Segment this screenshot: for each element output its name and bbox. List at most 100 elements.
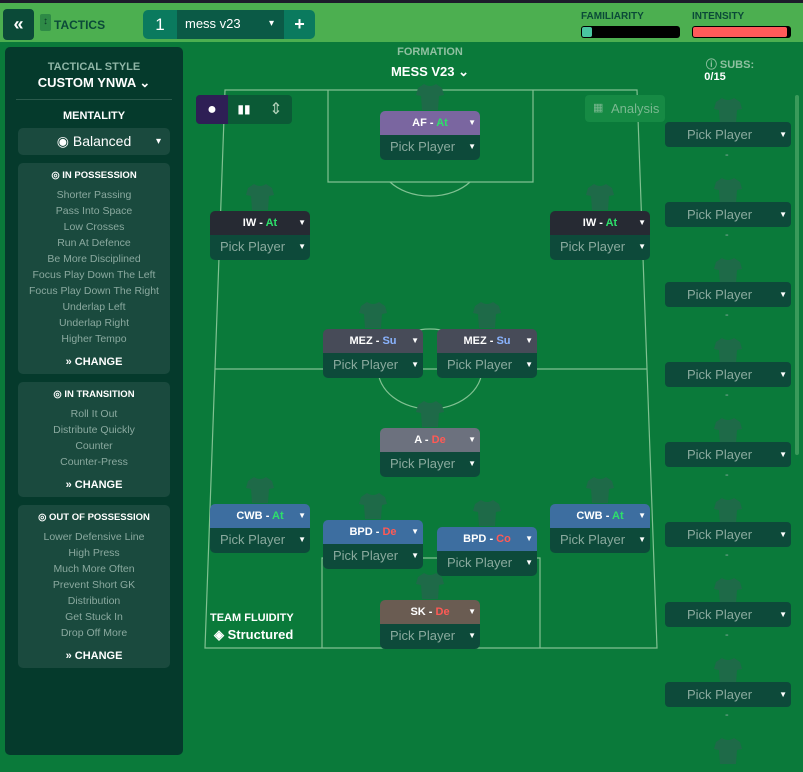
pick-player-select[interactable]: Pick Player ▼ xyxy=(380,135,480,160)
caret-down-icon: ▼ xyxy=(525,534,533,543)
pick-player-select[interactable]: Pick Player ▼ xyxy=(437,353,537,378)
position-card: BPD - Co ▼ Pick Player ▼ xyxy=(437,527,537,576)
instruction-item: Drop Off More xyxy=(60,627,128,639)
position-card: SK - De ▼ Pick Player ▼ xyxy=(380,600,480,649)
mentality-select[interactable]: ◉ Balanced ▾ xyxy=(18,128,170,155)
role-select[interactable]: BPD - Co ▼ xyxy=(437,527,537,551)
role-select[interactable]: BPD - De ▼ xyxy=(323,520,423,544)
intensity-bar[interactable] xyxy=(692,26,791,38)
pick-player-select[interactable]: Pick Player ▼ xyxy=(380,452,480,477)
shirt-icon xyxy=(357,490,389,522)
role-select[interactable]: SK - De ▼ xyxy=(380,600,480,624)
caret-down-icon: ▼ xyxy=(779,530,787,539)
sub-player-name: - xyxy=(725,549,729,561)
sub-pick-player-select[interactable]: Pick Player ▼ xyxy=(665,202,791,227)
instruction-item: Lower Defensive Line xyxy=(43,531,145,543)
role-select[interactable]: CWB - At ▼ xyxy=(210,504,310,528)
change-button[interactable]: » CHANGE xyxy=(65,356,123,368)
caret-down-icon: ▼ xyxy=(411,360,419,369)
pick-player-select[interactable]: Pick Player ▼ xyxy=(437,551,537,576)
analysis-button[interactable]: ▦ Analysis xyxy=(585,95,665,122)
change-button[interactable]: » CHANGE xyxy=(65,650,123,662)
analysis-label: Analysis xyxy=(611,101,660,116)
grid-icon: ▦ xyxy=(593,102,604,114)
info-icon: ⓘ xyxy=(705,59,717,71)
section-title: ◎ IN POSSESSION xyxy=(51,170,137,181)
tactic-board-icon[interactable]: ⇕ xyxy=(269,101,283,118)
sub-pick-player-select[interactable]: Pick Player ▼ xyxy=(665,122,791,147)
position-card: CWB - At ▼ Pick Player ▼ xyxy=(550,504,650,553)
tactic-select[interactable]: mess v23 ▾ xyxy=(177,10,284,39)
pick-player-select[interactable]: Pick Player ▼ xyxy=(323,544,423,569)
role-select[interactable]: IW - At ▼ xyxy=(210,211,310,235)
sub-player-name: - xyxy=(725,629,729,641)
formation-label: FORMATION xyxy=(397,46,463,58)
section-in-transition: ◎ IN TRANSITION Roll It Out Distribute Qui… xyxy=(18,382,170,497)
role-select[interactable]: A - De ▼ xyxy=(380,428,480,452)
chevron-down-icon: ▾ xyxy=(268,18,274,29)
caret-down-icon: ▼ xyxy=(638,242,646,251)
section-in-possession: ◎ IN POSSESSION Shorter Passing Pass Into … xyxy=(18,163,170,374)
tactic-name: mess v23 xyxy=(185,16,241,31)
tactical-style-label: TACTICAL STYLE xyxy=(47,61,141,73)
pick-player-select[interactable]: Pick Player ▼ xyxy=(380,624,480,649)
player-view-icon[interactable]: ● xyxy=(196,95,228,124)
mentality-label: MENTALITY xyxy=(62,110,126,122)
caret-down-icon: ▼ xyxy=(468,435,476,444)
add-tactic-button[interactable]: + xyxy=(294,14,305,34)
sub-pick-player-select[interactable]: Pick Player ▼ xyxy=(665,522,791,547)
instruction-item: Pass Into Space xyxy=(55,205,133,217)
pick-player-select[interactable]: Pick Player ▼ xyxy=(210,235,310,260)
sub-pick-player-select[interactable]: Pick Player ▼ xyxy=(665,682,791,707)
sub-pick-player-select[interactable]: Pick Player ▼ xyxy=(665,602,791,627)
shirt-icon xyxy=(712,335,744,367)
tactics-label: TACTICS xyxy=(54,18,106,32)
collapse-button[interactable]: « xyxy=(3,9,34,40)
caret-down-icon: ▼ xyxy=(638,511,646,520)
instruction-item: Underlap Left xyxy=(62,301,126,313)
sub-player-name: - xyxy=(725,309,729,321)
chevron-down-icon: ⌄ xyxy=(458,64,470,79)
formation-select[interactable]: MESS V23 ⌄ xyxy=(370,64,490,80)
instruction-item: Underlap Right xyxy=(58,317,130,329)
instruction-item: Counter xyxy=(75,440,113,452)
shirt-icon xyxy=(712,255,744,287)
sub-pick-player-select[interactable]: Pick Player ▼ xyxy=(665,362,791,387)
caret-down-icon: ▼ xyxy=(779,690,787,699)
caret-down-icon: ▼ xyxy=(638,535,646,544)
sub-pick-player-select[interactable]: Pick Player ▼ xyxy=(665,442,791,467)
change-button[interactable]: » CHANGE xyxy=(65,479,123,491)
sub-pick-player-select[interactable]: Pick Player ▼ xyxy=(665,282,791,307)
pick-player-select[interactable]: Pick Player ▼ xyxy=(550,528,650,553)
position-card: A - De ▼ Pick Player ▼ xyxy=(380,428,480,477)
sub-player-name: - xyxy=(725,469,729,481)
caret-down-icon: ▼ xyxy=(411,551,419,560)
role-select[interactable]: MEZ - Su ▼ xyxy=(323,329,423,353)
double-chevron-right-icon: » xyxy=(65,356,72,368)
tactic-slot-number[interactable]: 1 xyxy=(155,15,165,34)
familiarity-bar[interactable] xyxy=(581,26,680,38)
bar-chart-icon[interactable]: ▮▮ xyxy=(237,102,251,116)
role-select[interactable]: CWB - At ▼ xyxy=(550,504,650,528)
shirt-icon xyxy=(712,95,744,127)
pick-player-select[interactable]: Pick Player ▼ xyxy=(323,353,423,378)
ball-icon: ◎ xyxy=(38,512,47,523)
role-select[interactable]: MEZ - Su ▼ xyxy=(437,329,537,353)
pick-player-select[interactable]: Pick Player ▼ xyxy=(550,235,650,260)
instruction-item: Distribute Quickly xyxy=(53,424,135,436)
pick-player-select[interactable]: Pick Player ▼ xyxy=(210,528,310,553)
tactical-style-value: CUSTOM YNWA xyxy=(37,75,136,90)
caret-down-icon: ▼ xyxy=(525,360,533,369)
shirt-icon xyxy=(712,175,744,207)
caret-down-icon: ▼ xyxy=(468,142,476,151)
tactical-style-select[interactable]: CUSTOM YNWA ⌄ xyxy=(5,75,183,91)
role-select[interactable]: AF - At ▼ xyxy=(380,111,480,135)
caret-down-icon: ▼ xyxy=(779,370,787,379)
instruction-item: Counter-Press xyxy=(60,456,128,468)
role-select[interactable]: IW - At ▼ xyxy=(550,211,650,235)
position-card: MEZ - Su ▼ Pick Player ▼ xyxy=(437,329,537,378)
caret-down-icon: ▼ xyxy=(468,607,476,616)
scrollbar[interactable] xyxy=(795,95,799,455)
instruction-item: Distribution xyxy=(67,595,121,607)
position-card: AF - At ▼ Pick Player ▼ xyxy=(380,111,480,160)
